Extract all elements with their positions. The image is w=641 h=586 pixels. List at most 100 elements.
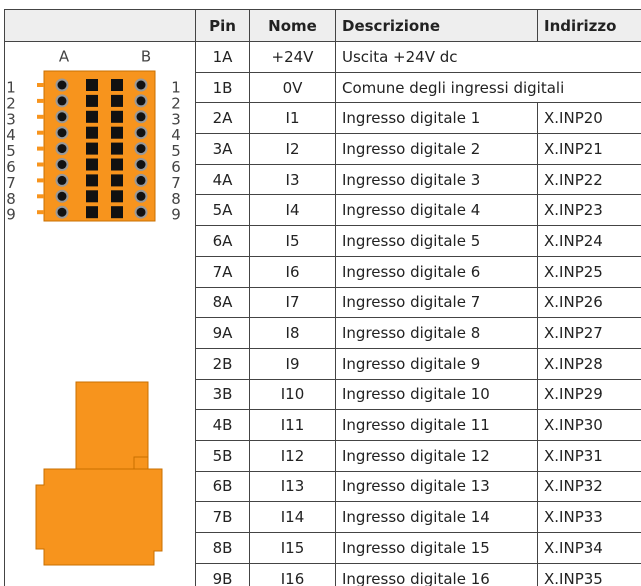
pin-screw <box>136 175 146 185</box>
pin-tab <box>37 83 44 87</box>
pin-cell: 3A <box>195 133 250 165</box>
name-cell: I1 <box>249 102 336 135</box>
table-row: 9B I16 Ingresso digitale 16 X.INP35 <box>5 562 641 586</box>
description-cell: Uscita +24V dc <box>335 41 641 73</box>
address-cell: X.INP23 <box>537 194 641 227</box>
pin-slot <box>86 190 98 203</box>
address-cell: X.INP27 <box>537 317 641 349</box>
row-label: 1 <box>171 79 181 97</box>
pin-slot <box>86 206 98 219</box>
plug-bottom <box>35 468 163 566</box>
pin-screw <box>136 160 146 169</box>
description-cell: Ingresso digitale 3 <box>335 163 538 196</box>
row-label: 4 <box>171 126 181 144</box>
header-cell: Nome <box>249 9 336 42</box>
row-label: 6 <box>6 158 16 176</box>
pin-slot <box>86 158 98 171</box>
pin-screw <box>136 112 146 122</box>
name-cell: I10 <box>249 378 336 411</box>
row-label: 9 <box>171 206 181 224</box>
pin-screw <box>57 207 67 217</box>
pin-slot <box>86 126 98 139</box>
pin-tab <box>37 210 44 215</box>
column-label: B <box>141 48 151 66</box>
header-cell: Descrizione <box>335 9 538 42</box>
pin-cell: 3B <box>195 378 250 411</box>
name-cell: I13 <box>249 470 336 503</box>
pin-cell: 5A <box>195 194 250 227</box>
pin-cell: 7B <box>195 501 250 533</box>
pin-slot <box>86 174 98 187</box>
pin-slot <box>111 110 123 123</box>
header-cell: Pin <box>195 9 250 42</box>
pin-screw <box>57 175 67 185</box>
description-cell: Ingresso digitale 9 <box>335 347 538 380</box>
pin-cell: 9A <box>195 317 250 349</box>
pin-cell: 9B <box>195 562 250 586</box>
row-label: 5 <box>6 142 16 160</box>
name-cell: I7 <box>249 286 336 319</box>
name-cell: I15 <box>249 532 336 564</box>
name-cell: I11 <box>249 409 336 441</box>
name-cell: 0V <box>249 71 336 104</box>
pin-screw <box>57 191 67 201</box>
table-row: 9A I8 Ingresso digitale 8 X.INP27 <box>5 317 641 349</box>
pin-cell: 6B <box>195 470 250 503</box>
address-cell: X.INP34 <box>537 532 641 564</box>
table-row: 6B I13 Ingresso digitale 13 X.INP32 <box>5 470 641 503</box>
table-row: 4B I11 Ingresso digitale 11 X.INP30 <box>5 409 641 441</box>
description-cell: Ingresso digitale 5 <box>335 225 538 257</box>
row-label: 5 <box>171 142 181 160</box>
description-cell: Comune degli ingressi digitali <box>335 71 641 104</box>
row-label: 2 <box>6 94 16 112</box>
description-cell: Ingresso digitale 10 <box>335 378 538 411</box>
pin-tab <box>37 178 44 183</box>
plug <box>35 381 163 566</box>
name-cell: I5 <box>249 225 336 257</box>
row-label: 3 <box>171 110 181 128</box>
table-row: 2B I9 Ingresso digitale 9 X.INP28 <box>5 347 641 380</box>
address-cell: X.INP35 <box>537 562 641 586</box>
description-cell: Ingresso digitale 16 <box>335 562 538 586</box>
pin-screw <box>136 96 146 106</box>
table-row: 1B 0V Comune degli ingressi digitali <box>5 71 641 104</box>
pin-slot <box>111 94 123 107</box>
name-cell: I9 <box>249 347 336 380</box>
name-cell: I16 <box>249 562 336 586</box>
pin-cell: 4B <box>195 409 250 441</box>
name-cell: +24V <box>249 41 336 73</box>
pin-cell: 4A <box>195 163 250 196</box>
pin-screw <box>57 112 67 122</box>
row-label: 2 <box>171 94 181 112</box>
pin-slot <box>86 142 98 155</box>
pin-tab <box>37 146 44 151</box>
address-cell: X.INP28 <box>537 347 641 380</box>
description-cell: Ingresso digitale 4 <box>335 194 538 227</box>
name-cell: I4 <box>249 194 336 227</box>
pin-cell: 8B <box>195 532 250 564</box>
name-cell: I14 <box>249 501 336 533</box>
description-cell: Ingresso digitale 14 <box>335 501 538 533</box>
table-row: 5B I12 Ingresso digitale 12 X.INP31 <box>5 439 641 472</box>
table-row: 5A I4 Ingresso digitale 4 X.INP23 <box>5 194 641 227</box>
name-cell: I6 <box>249 255 336 288</box>
address-cell: X.INP31 <box>537 439 641 472</box>
pin-cell: 6A <box>195 225 250 257</box>
row-label: 6 <box>171 158 181 176</box>
address-cell: X.INP24 <box>537 225 641 257</box>
name-cell: I3 <box>249 163 336 196</box>
pin-screw <box>57 160 67 169</box>
pin-tab <box>37 130 44 135</box>
row-label: 7 <box>6 174 16 192</box>
pin-slot <box>111 142 123 155</box>
pin-slot <box>86 94 98 107</box>
address-cell: X.INP26 <box>537 286 641 319</box>
name-cell: I8 <box>249 317 336 349</box>
description-cell: Ingresso digitale 12 <box>335 439 538 472</box>
description-cell: Ingresso digitale 8 <box>335 317 538 349</box>
pin-screw <box>57 128 67 138</box>
pin-slot <box>111 126 123 139</box>
pin-cell: 1B <box>195 71 250 104</box>
pin-cell: 8A <box>195 286 250 319</box>
address-cell: X.INP21 <box>537 133 641 165</box>
